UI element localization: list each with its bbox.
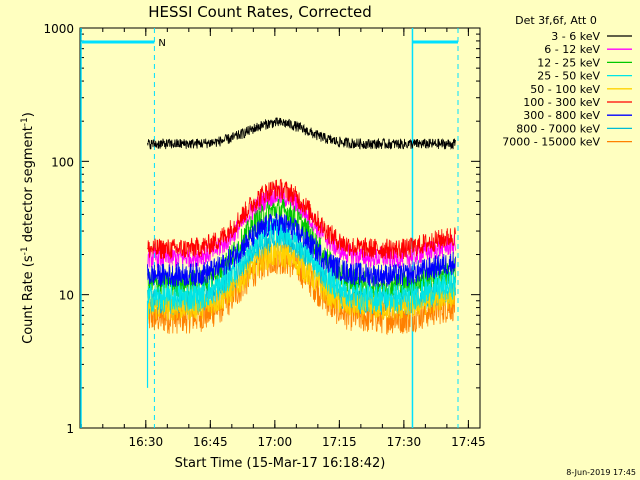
- x-tick-label: 16:30: [129, 435, 164, 449]
- y-tick-label: 100: [51, 155, 74, 169]
- legend-label: 3 - 6 keV: [551, 30, 600, 43]
- series-group: [146, 117, 456, 388]
- legend-label: 7000 - 15000 keV: [502, 136, 600, 149]
- series-line: [147, 226, 456, 316]
- series-line: [147, 212, 456, 287]
- y-axis-title: Count Rate (s-1 detector segment-1): [20, 112, 36, 344]
- series-line: [147, 117, 456, 150]
- chart-title: HESSI Count Rates, Corrected: [148, 3, 372, 21]
- plot-frame: [79, 27, 481, 429]
- y-tick-label: 1000: [43, 22, 74, 36]
- legend-label: 300 - 800 keV: [523, 109, 600, 122]
- x-tick-label: 17:15: [322, 435, 357, 449]
- y-tick-label: 1: [66, 422, 74, 436]
- legend-label: 50 - 100 keV: [530, 83, 600, 96]
- legend-header: Det 3f,6f, Att 0: [515, 14, 597, 27]
- x-tick-label: 17:45: [451, 435, 486, 449]
- y-tick-label: 10: [59, 289, 74, 303]
- night-label: N: [158, 38, 165, 49]
- y-axis-label-sup2: -1: [20, 117, 30, 126]
- y-axis-label-end: ): [21, 112, 36, 117]
- series-line: [147, 241, 456, 322]
- y-axis-label-main: Count Rate (s: [21, 255, 36, 344]
- x-axis-title: Start Time (15-Mar-17 16:18:42): [175, 456, 386, 471]
- x-tick-label: 16:45: [193, 435, 228, 449]
- legend-label: 12 - 25 keV: [537, 56, 600, 69]
- legend-label: 25 - 50 keV: [537, 70, 600, 83]
- footer-date: 8-Jun-2019 17:45: [566, 468, 636, 477]
- legend-label: 100 - 300 keV: [523, 96, 600, 109]
- series-line: [147, 178, 456, 260]
- legend-label: 800 - 7000 keV: [516, 122, 600, 135]
- x-tick-label: 17:00: [258, 435, 293, 449]
- x-tick-label: 17:30: [387, 435, 422, 449]
- svg-text:Count Rate (s-1 detector segme: Count Rate (s-1 detector segment-1): [20, 112, 36, 344]
- series-line: [147, 216, 456, 313]
- y-axis-label-mid: detector segment: [21, 126, 36, 246]
- night-markers: N: [80, 28, 459, 428]
- axis-ticks: 16:30 16:45 17:00 17:15 17:30 17:45 1 10 100 1000: [43, 22, 485, 449]
- y-axis-label-sup1: -1: [20, 246, 30, 255]
- legend-label: 6 - 12 keV: [544, 43, 600, 56]
